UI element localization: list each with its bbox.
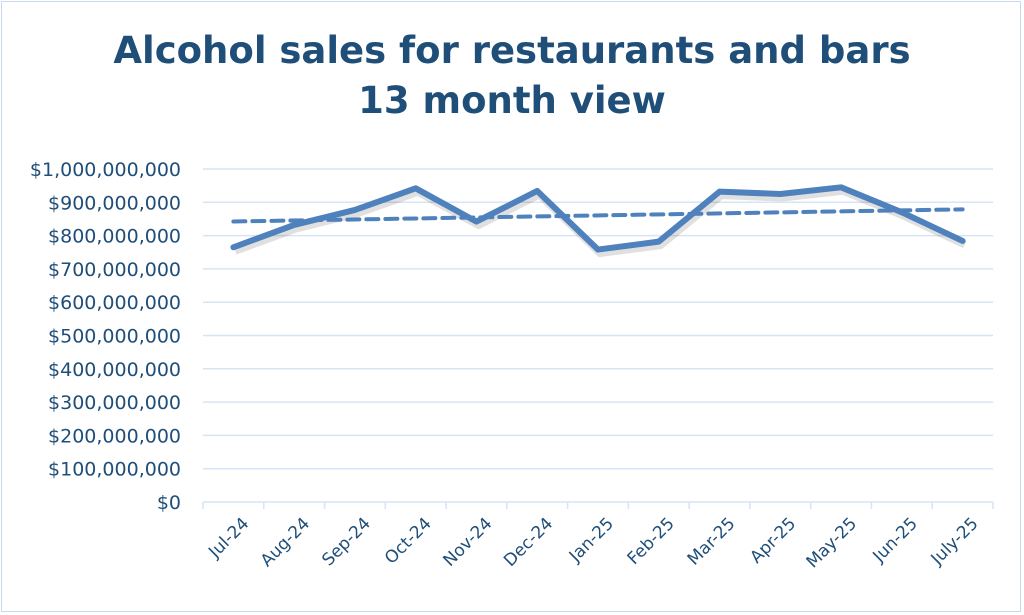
x-tick-label: Jul-24 — [204, 514, 253, 563]
y-tick-label: $200,000,000 — [48, 425, 181, 447]
y-tick-label: $300,000,000 — [48, 392, 181, 414]
line-shadow — [234, 187, 967, 258]
y-tick-label: $700,000,000 — [48, 259, 181, 281]
y-tick-label: $900,000,000 — [48, 192, 181, 214]
title-line: Alcohol sales for restaurants and bars — [113, 29, 911, 72]
y-tick-label: $600,000,000 — [48, 292, 181, 314]
y-tick-label: $0 — [157, 492, 181, 514]
subtitle-line: 13 month view — [358, 79, 666, 122]
x-tick-label: Apr-25 — [746, 514, 800, 568]
y-tick-label: $100,000,000 — [48, 459, 181, 481]
x-tick-label: Nov-24 — [439, 514, 496, 571]
x-tick-label: July-25 — [927, 514, 983, 570]
y-tick-label: $500,000,000 — [48, 326, 181, 348]
chart-title: Alcohol sales for restaurants and bars 1… — [0, 26, 1024, 126]
y-tick-label: $1,000,000,000 — [30, 159, 181, 181]
x-tick-label: Dec-24 — [500, 514, 557, 571]
x-tick-label: May-25 — [803, 514, 861, 572]
trendline — [231, 207, 965, 224]
x-tick-label: Sep-24 — [318, 514, 374, 570]
x-tick-label: Jun-25 — [869, 514, 922, 567]
y-tick-label: $800,000,000 — [48, 226, 181, 248]
x-tick-label: Jan-25 — [565, 514, 618, 567]
x-tick-label: Oct-24 — [381, 514, 436, 569]
x-tick-label: Feb-25 — [624, 514, 679, 569]
y-tick-label: $400,000,000 — [48, 359, 181, 381]
x-tick-label: Mar-25 — [684, 514, 740, 570]
x-tick-label: Aug-24 — [257, 514, 314, 571]
